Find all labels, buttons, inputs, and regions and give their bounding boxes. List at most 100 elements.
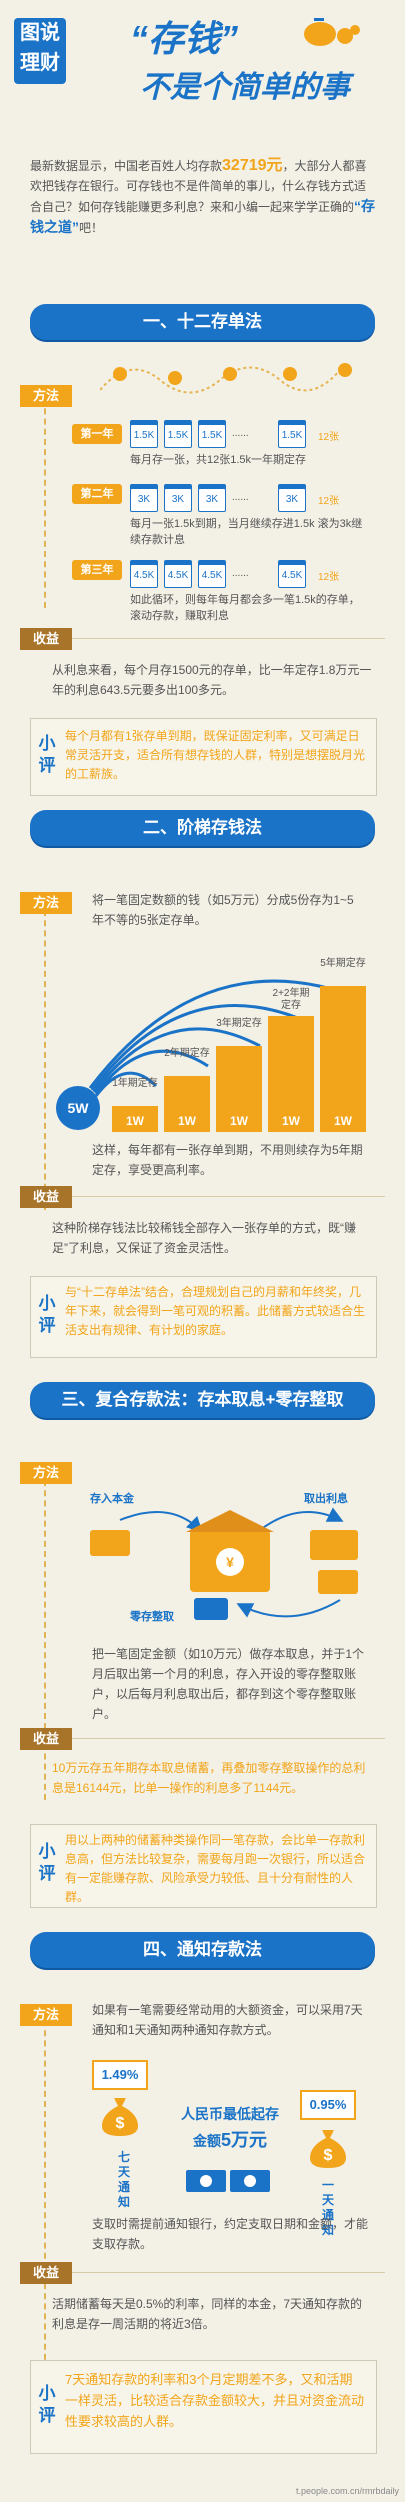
section2-income-tag: 收益	[20, 1186, 72, 1208]
intro-highlight: “存钱之道”	[30, 198, 376, 235]
section3-flow-diagram: ¥ 存入本金 取出利息 零存整取	[90, 1490, 370, 1630]
section2-income-text: 这种阶梯存钱法比较稀钱全部存入一张存单的方式，既“赚足”了利息，又保证了资金灵活…	[52, 1221, 356, 1255]
section2-divider	[20, 1196, 385, 1197]
year1-card-4: 1.5K	[278, 420, 306, 448]
ladder-bar: 1W	[164, 1076, 210, 1132]
section1-comment-label: 小评	[38, 734, 56, 775]
header-badge-line1: 图说	[20, 22, 60, 44]
year2-card-1: 3K	[130, 484, 158, 512]
intro-amount: 32719元	[222, 157, 283, 174]
ladder-bar-caption: 5年期定存	[320, 958, 366, 969]
ladder-bar-caption: 1年期定存	[112, 1078, 158, 1089]
section2-after-text: 这样，每年都有一张存单到期，不用则续存为5年期定存，享受更高利率。	[92, 1143, 363, 1177]
flow-label-deposit: 存入本金	[90, 1493, 134, 1505]
ladder-bar: 1W	[320, 986, 366, 1132]
label-right: 一天通知	[322, 2178, 335, 2237]
section4-comment-box: 小评 7天通知存款的利率和3个月定期差不多，又和活期一样灵活，比较适合存款金额较…	[30, 2360, 377, 2454]
year1-card-3: 1.5K	[198, 420, 226, 448]
ladder-bar-label: 1W	[126, 1114, 144, 1128]
section3-method-text: 把一笔固定金额（如10万元）做存本取息，并于1个月后取出第一个月的利息，存入开设…	[92, 1647, 365, 1721]
year2-text: 每月一张1.5k到期，当月继续存进1.5k 滚为3k继续存款计息	[130, 518, 363, 546]
section1-year3: 第三年	[72, 560, 122, 580]
flow-label-interest: 取出利息	[304, 1493, 348, 1505]
year1-card-2: 1.5K	[164, 420, 192, 448]
section3-comment-label: 小评	[38, 1842, 56, 1883]
intro-paragraph: 最新数据显示，中国老百姓人均存款32719元，大部分人都喜欢把钱存在银行。可存钱…	[30, 156, 375, 238]
section4-title: 四、通知存款法	[30, 1932, 375, 1968]
footer-source: t.people.com.cn/rmrbdaily	[295, 2486, 399, 2496]
section4-divider	[20, 2272, 385, 2273]
ladder-bar-label: 1W	[178, 1114, 196, 1128]
ladder-bar: 1W	[268, 1016, 314, 1132]
year2-card-4: 3K	[278, 484, 306, 512]
section1-income-text: 从利息来看，每个月存1500元的存单，比一年定存1.8万元一年的利息643.5元…	[52, 663, 372, 697]
svg-text:¥: ¥	[226, 1554, 234, 1570]
year3-card-4: 4.5K	[278, 560, 306, 588]
section1-title: 一、十二存单法	[30, 304, 375, 340]
ladder-bar-caption: 2年期定存	[164, 1048, 210, 1059]
year3-card-2: 4.5K	[164, 560, 192, 588]
section4-comment-text: 7天通知存款的利率和3个月定期差不多，又和活期一样灵活，比较适合存款金额较大，并…	[65, 2372, 365, 2429]
section4-method-tag: 方法	[20, 2004, 72, 2026]
section4-comment-label: 小评	[38, 2384, 56, 2425]
year3-count: 12张	[318, 572, 340, 583]
section2-comment-label: 小评	[38, 1294, 56, 1335]
center-text-1: 人民币最低起存	[181, 2106, 279, 2122]
intro-text-2: ，大部分人都喜欢把钱存在银行。可存钱也不是件简单的事儿，什么存钱方式适合自己？如…	[30, 159, 367, 214]
header-title-line2: 不是个简单的事	[140, 71, 350, 104]
year3-ellipsis: ......	[232, 568, 249, 579]
section4-dashline	[44, 2010, 46, 2370]
section1-year2: 第二年	[72, 484, 122, 504]
ladder-bar: 1W	[216, 1046, 262, 1132]
section3-dashline	[44, 1470, 46, 1800]
intro-text-3: 吧！	[79, 221, 104, 235]
year2-count: 12张	[318, 496, 340, 507]
year1-count: 12张	[318, 432, 340, 443]
center-text-2-row: 金额5万元	[160, 2126, 300, 2152]
ladder-bar-caption: 3年期定存	[216, 1018, 262, 1029]
section1-comment-box: 小评 每个月都有1张存单到期，既保证固定利率，又可满足日常灵活开支，适合所有想存…	[30, 718, 377, 796]
section2-ladder-chart: 5W 1W 1年期定存 1W 2年期定存 1W 3年期定存 1W 2+2年期定存 1W 5年期定存	[56, 936, 376, 1136]
ladder-bar-label: 1W	[282, 1114, 300, 1128]
money-bag-left-icon: $	[98, 2094, 142, 2138]
section1-timeline	[99, 360, 360, 400]
year1-card-1: 1.5K	[130, 420, 158, 448]
center-text-2: 金额	[192, 2133, 221, 2149]
section3-income-text: 10万元存五年期存本取息储蓄，再叠加零存整取操作的总利息是16144元，比单一操…	[52, 1761, 366, 1795]
flow-svg: ¥	[90, 1507, 358, 1620]
header-badge: 图说 理财	[14, 18, 66, 84]
year1-text: 每月存一张，共12张1.5k一年期定存	[130, 454, 307, 466]
year3-card-1: 4.5K	[130, 560, 158, 588]
year2-ellipsis: ......	[232, 492, 249, 503]
year3-text: 如此循环，则每年每月都会多一笔1.5k的存单，滚动存款，赚取利息	[130, 594, 360, 622]
section1-divider	[20, 638, 385, 639]
section1-dashline	[44, 388, 46, 608]
section4-income-tag: 收益	[20, 2262, 72, 2284]
section2-comment-text: 与“十二存单法”结合，合理规划自己的月薪和年终奖，几年下来，就会得到一笔可观的积…	[65, 1285, 366, 1337]
section3-divider	[20, 1738, 385, 1739]
ladder-bar: 1W	[112, 1106, 158, 1132]
section1-income-tag: 收益	[20, 628, 72, 650]
section2-title: 二、阶梯存钱法	[30, 810, 375, 846]
year2-card-3: 3K	[198, 484, 226, 512]
section3-income-tag: 收益	[20, 1728, 72, 1750]
section1-method-tag: 方法	[20, 385, 72, 407]
section1-year1: 第一年	[72, 424, 122, 444]
section4-income-text: 活期储蓄每天是0.5%的利率，同样的本金，7天通知存款的利息是存一周活期的将近3…	[52, 2297, 363, 2331]
header-title-line1: “存钱”	[130, 18, 239, 59]
rate-left-badge: 1.49%	[92, 2060, 148, 2090]
section2-comment-box: 小评 与“十二存单法”结合，合理规划自己的月薪和年终奖，几年下来，就会得到一笔可…	[30, 1276, 377, 1358]
center-amount: 5万元	[220, 2130, 267, 2150]
section1-comment-text: 每个月都有1张存单到期，既保证固定利率，又可满足日常灵活开支，适合所有想存钱的人…	[65, 729, 366, 781]
section2-dashline	[44, 900, 46, 1210]
flow-label-zero: 零存整取	[130, 1611, 174, 1623]
year1-ellipsis: ......	[232, 428, 249, 439]
year2-card-2: 3K	[164, 484, 192, 512]
section2-method-text: 将一笔固定数额的钱（如5万元）分成5份存为1~5年不等的5张定存单。	[92, 893, 354, 927]
year3-card-3: 4.5K	[198, 560, 226, 588]
label-left: 七天通知	[118, 2150, 131, 2209]
svg-text:$: $	[324, 2147, 333, 2164]
ladder-bar-label: 1W	[230, 1114, 248, 1128]
header-badge-line2: 理财	[20, 52, 60, 74]
piggy-bank-icon	[300, 14, 360, 48]
